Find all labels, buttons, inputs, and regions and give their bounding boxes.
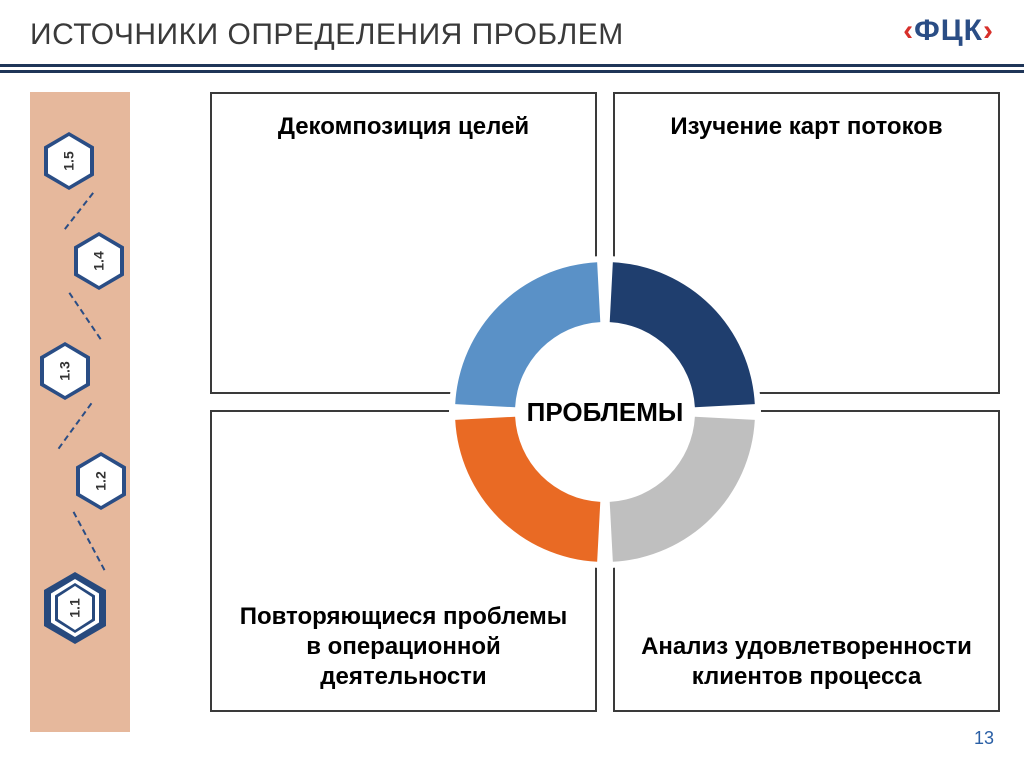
sidebar-connector: [58, 403, 93, 449]
sidebar-connector: [69, 292, 102, 340]
slide: ИСТОЧНИКИ ОПРЕДЕЛЕНИЯ ПРОБЛЕМ ‹ФЦК› 1.51…: [0, 0, 1024, 767]
diagram-area: Декомпозиция целей Изучение карт потоков П…: [210, 92, 1000, 732]
page-title: ИСТОЧНИКИ ОПРЕДЕЛЕНИЯ ПРОБЛЕМ: [30, 18, 624, 52]
sidebar-hex-1-2: 1.2: [76, 452, 126, 510]
sidebar-hex-1-4: 1.4: [74, 232, 124, 290]
quadrant-label: Декомпозиция целей: [278, 112, 529, 142]
quadrant-label: Повторяющиеся проблемы в операционной де…: [230, 602, 577, 692]
sidebar-hex-1-3: 1.3: [40, 342, 90, 400]
sidebar-hex-1-5: 1.5: [44, 132, 94, 190]
sidebar-hex-1-1: 1.1: [44, 572, 106, 644]
quadrant-label: Изучение карт потоков: [670, 112, 942, 142]
sidebar-nav: 1.5 1.4 1.3 1.2 1.1: [30, 92, 130, 732]
title-text: ИСТОЧНИКИ ОПРЕДЕЛЕНИЯ ПРОБЛЕМ: [30, 18, 624, 51]
logo-open-bracket: ‹: [903, 14, 914, 47]
page-number: 13: [974, 728, 994, 749]
header-divider: [0, 64, 1024, 73]
sidebar-connector: [73, 511, 106, 570]
donut-center-label: ПРОБЛЕМЫ: [527, 397, 684, 428]
logo-text: ФЦК: [914, 14, 983, 47]
donut-center: ПРОБЛЕМЫ: [515, 382, 695, 442]
logo-close-bracket: ›: [983, 14, 994, 47]
sidebar-connector: [64, 192, 94, 229]
quadrant-label: Анализ удовлетворенности клиентов процес…: [633, 632, 980, 692]
logo: ‹ФЦК›: [903, 14, 994, 48]
divider-line: [0, 70, 1024, 73]
